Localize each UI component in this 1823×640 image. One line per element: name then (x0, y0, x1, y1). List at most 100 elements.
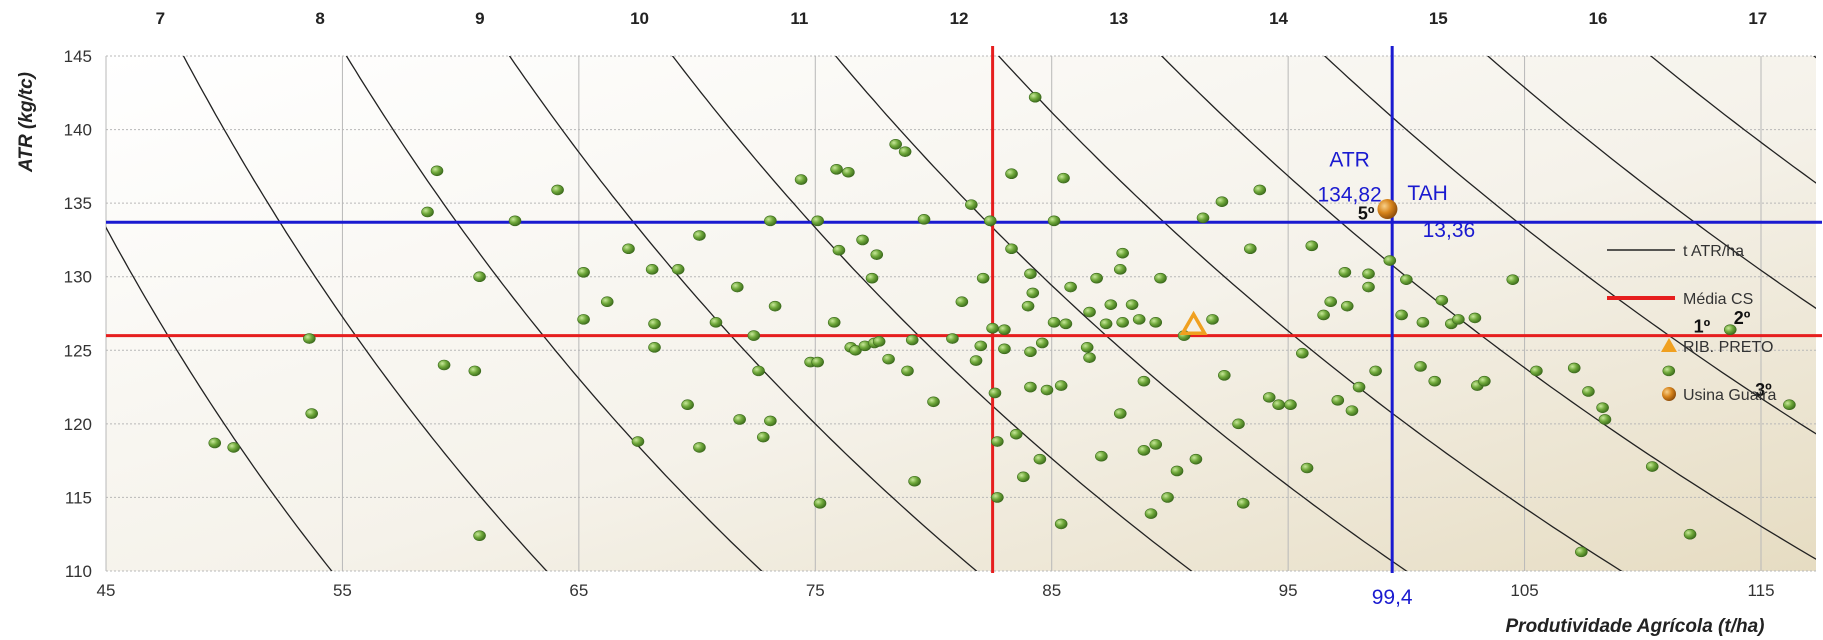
y-tick-label: 110 (65, 562, 92, 581)
iso-value-label: 11 (790, 9, 808, 28)
y-tick-label: 115 (65, 488, 92, 507)
iso-value-label: 17 (1748, 9, 1767, 28)
iso-value-labels: 7 8 9 10 11 12 13 14 15 16 17 (156, 9, 1768, 28)
annotation-label: 134,82 (1317, 184, 1381, 207)
data-point (1362, 281, 1375, 293)
iso-value-label: 15 (1429, 9, 1448, 28)
data-point (1047, 317, 1061, 328)
data-point (648, 318, 661, 330)
iso-line (1160, 56, 1816, 560)
data-point (1024, 268, 1037, 280)
data-point (1296, 347, 1309, 359)
data-point (1040, 384, 1054, 396)
data-point (1262, 392, 1276, 403)
data-point (1506, 274, 1520, 285)
data-point (1428, 375, 1442, 387)
legend-entry: t ATR/ha (1607, 243, 1744, 260)
data-point (681, 399, 694, 411)
data-point (631, 436, 645, 447)
legend-entry: Usina Guaira (1662, 387, 1776, 404)
point-rib-preto (1179, 310, 1208, 336)
data-point (1582, 386, 1595, 397)
data-point (998, 343, 1011, 355)
iso-line (1486, 56, 1816, 310)
data-point (622, 243, 635, 255)
data-point (1009, 428, 1023, 440)
data-point (1232, 418, 1245, 430)
data-points (208, 91, 1796, 558)
data-point (421, 206, 434, 218)
data-point (976, 272, 990, 284)
reference-labels: 99,4 (1372, 586, 1413, 609)
grid (105, 55, 1816, 572)
y-tick-label: 140 (64, 121, 92, 140)
x-axis-title: Produtividade Agrícola (t/ha) (1506, 616, 1765, 637)
data-point (1059, 318, 1073, 330)
data-point (1113, 408, 1127, 419)
data-point (1024, 381, 1037, 393)
data-point (811, 356, 824, 368)
y-tick-label: 130 (64, 268, 92, 287)
data-point (1083, 352, 1096, 363)
x-tick-label: 105 (1510, 581, 1538, 600)
data-point (1054, 518, 1068, 530)
data-point (1683, 528, 1697, 540)
x-tick-label: 65 (569, 581, 588, 600)
data-point (1054, 380, 1068, 391)
data-point (1047, 215, 1061, 227)
data-point (1598, 414, 1612, 425)
data-point (709, 317, 723, 328)
plot-area (106, 56, 1816, 571)
iso-value-label: 13 (1109, 9, 1128, 28)
data-point (842, 166, 855, 178)
data-point (473, 530, 486, 541)
iso-value-label: 8 (315, 9, 324, 28)
y-tick-label: 135 (64, 194, 92, 213)
data-point (986, 322, 999, 334)
data-point (1083, 306, 1096, 318)
data-point (882, 353, 895, 365)
data-point (764, 215, 777, 227)
data-point (1236, 498, 1250, 509)
data-point (1113, 264, 1127, 275)
legend-label: Usina Guaira (1683, 387, 1776, 404)
iso-line (1649, 56, 1816, 184)
data-point (832, 244, 846, 256)
data-point (1026, 287, 1040, 299)
data-point (1362, 268, 1375, 280)
data-point (1095, 450, 1108, 462)
data-point (1331, 395, 1345, 406)
annotation-label: 13,36 (1423, 219, 1476, 242)
annotation-label: TAH (1407, 182, 1447, 205)
data-point (1206, 314, 1219, 325)
data-point (872, 336, 886, 347)
data-point (208, 437, 222, 449)
data-point (1645, 461, 1659, 472)
data-point (473, 271, 486, 283)
data-point (901, 365, 914, 377)
data-point (965, 199, 978, 210)
data-point (764, 415, 777, 427)
data-point (1253, 184, 1267, 196)
iso-value-label: 10 (630, 9, 649, 28)
data-point (998, 324, 1011, 335)
iso-lines (106, 56, 1816, 571)
data-point (671, 264, 685, 275)
data-point (1144, 508, 1158, 519)
data-point (1416, 317, 1430, 328)
legend-label: t ATR/ha (1683, 243, 1744, 260)
data-point (898, 146, 912, 157)
data-point (752, 365, 765, 377)
rank-label: 1º (1694, 317, 1711, 337)
data-point (1395, 309, 1408, 321)
data-point (577, 266, 590, 278)
iso-line (182, 56, 548, 571)
reference-lines (106, 46, 1822, 573)
data-point (1468, 312, 1482, 324)
data-point (870, 249, 884, 260)
rank-labels: 5º1º2º3º4º (1358, 203, 1772, 400)
iso-value-label: 9 (475, 9, 484, 28)
data-point (1080, 342, 1094, 353)
data-point (1340, 300, 1354, 312)
data-point (946, 333, 959, 344)
